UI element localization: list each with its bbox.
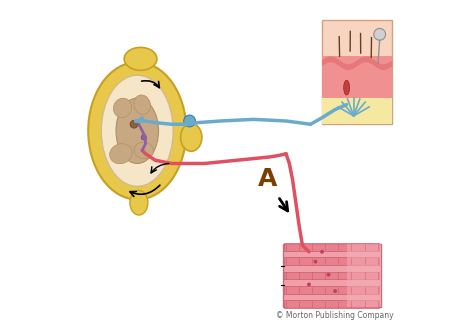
Circle shape — [130, 120, 138, 128]
Circle shape — [327, 273, 330, 277]
Bar — [322, 20, 392, 124]
Bar — [346, 244, 381, 307]
Bar — [284, 243, 379, 251]
Ellipse shape — [181, 123, 202, 151]
Ellipse shape — [101, 75, 173, 186]
Bar — [322, 56, 392, 98]
Ellipse shape — [344, 80, 349, 95]
Circle shape — [184, 115, 195, 127]
Circle shape — [307, 283, 311, 286]
Ellipse shape — [88, 62, 186, 199]
Text: A: A — [258, 167, 278, 191]
Ellipse shape — [113, 98, 132, 118]
Ellipse shape — [134, 142, 154, 159]
Bar — [284, 286, 379, 294]
Ellipse shape — [134, 95, 150, 114]
Circle shape — [333, 289, 337, 293]
Ellipse shape — [130, 190, 148, 215]
Circle shape — [141, 135, 146, 140]
Text: © Morton Publishing Company: © Morton Publishing Company — [276, 311, 394, 320]
Circle shape — [313, 260, 318, 264]
Circle shape — [374, 28, 385, 40]
Circle shape — [320, 250, 324, 254]
Bar — [283, 244, 381, 307]
Bar — [284, 257, 379, 265]
Bar — [284, 271, 379, 279]
Ellipse shape — [109, 144, 132, 164]
Bar — [322, 88, 392, 124]
Bar — [284, 300, 379, 308]
Ellipse shape — [124, 47, 157, 70]
Ellipse shape — [116, 98, 158, 164]
